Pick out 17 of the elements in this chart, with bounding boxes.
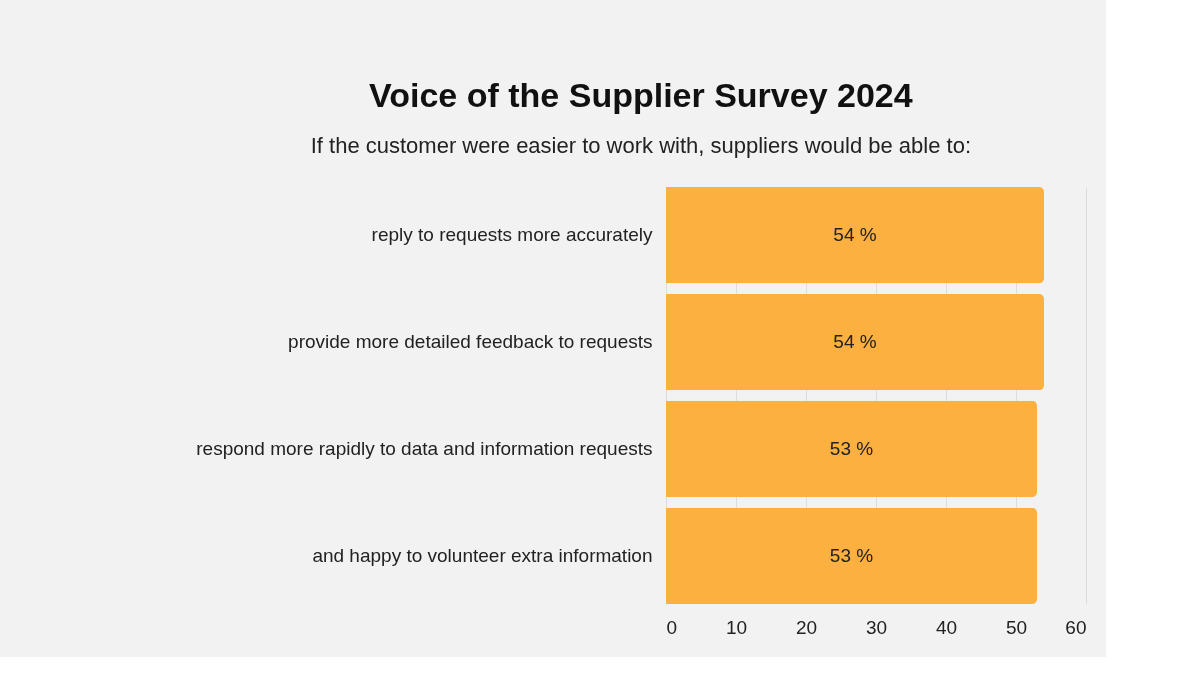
x-tick-label: 50 <box>1005 616 1028 638</box>
chart-title: Voice of the Supplier Survey 2024 <box>369 76 913 114</box>
data-label: 54 % <box>833 224 877 246</box>
chart-subtitle: If the customer were easier to work with, suppliers would be able to: <box>310 133 972 158</box>
data-label: 53 % <box>829 437 874 459</box>
y-tick-label: and happy to volunteer extra information <box>312 544 653 566</box>
y-tick-label: respond more rapidly to data and information requests <box>196 437 653 459</box>
x-tick-label: 10 <box>725 616 748 638</box>
x-tick-label: 0 <box>666 616 678 638</box>
x-tick-label: 30 <box>865 616 888 638</box>
x-tick-label: 40 <box>935 616 958 638</box>
y-tick-label: provide more detailed feedback to requests <box>288 331 653 353</box>
x-tick-label: 20 <box>795 616 818 638</box>
y-tick-label: reply to requests more accurately <box>371 224 653 246</box>
data-label: 54 % <box>833 331 877 353</box>
data-label: 53 % <box>829 544 874 566</box>
x-tick-label: 60 <box>1065 616 1087 638</box>
